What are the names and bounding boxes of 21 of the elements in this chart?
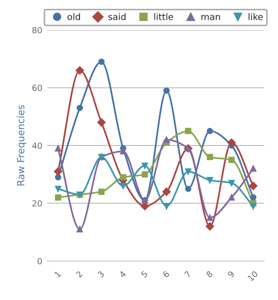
x-tick-label: 5 [140, 270, 148, 278]
y-tick-label: 0 [38, 258, 42, 264]
legend-label: like [248, 13, 263, 20]
y-tick-label: 80 [32, 26, 42, 34]
x-tick-label: 7 [184, 270, 192, 278]
legend-label: little [154, 13, 174, 20]
legend-label: old [68, 13, 80, 20]
x-tick-label: 10 [247, 270, 258, 282]
legend-label: said [108, 13, 126, 20]
x-tick-label: 3 [97, 270, 105, 278]
x-tick-label: 6 [162, 270, 170, 278]
y-axis-title: Raw Frequencies [16, 105, 26, 186]
y-tick-label: 40 [32, 142, 42, 149]
y-tick-label: 20 [32, 200, 42, 207]
y-tick-label: 60 [32, 84, 42, 92]
x-tick-label: 1 [54, 270, 62, 278]
x-tick-label: 4 [118, 270, 126, 278]
x-tick-label: 8 [206, 270, 214, 278]
x-tick-label: 9 [227, 270, 235, 278]
legend-label: man [202, 14, 220, 20]
x-tick-label: 2 [76, 270, 83, 278]
